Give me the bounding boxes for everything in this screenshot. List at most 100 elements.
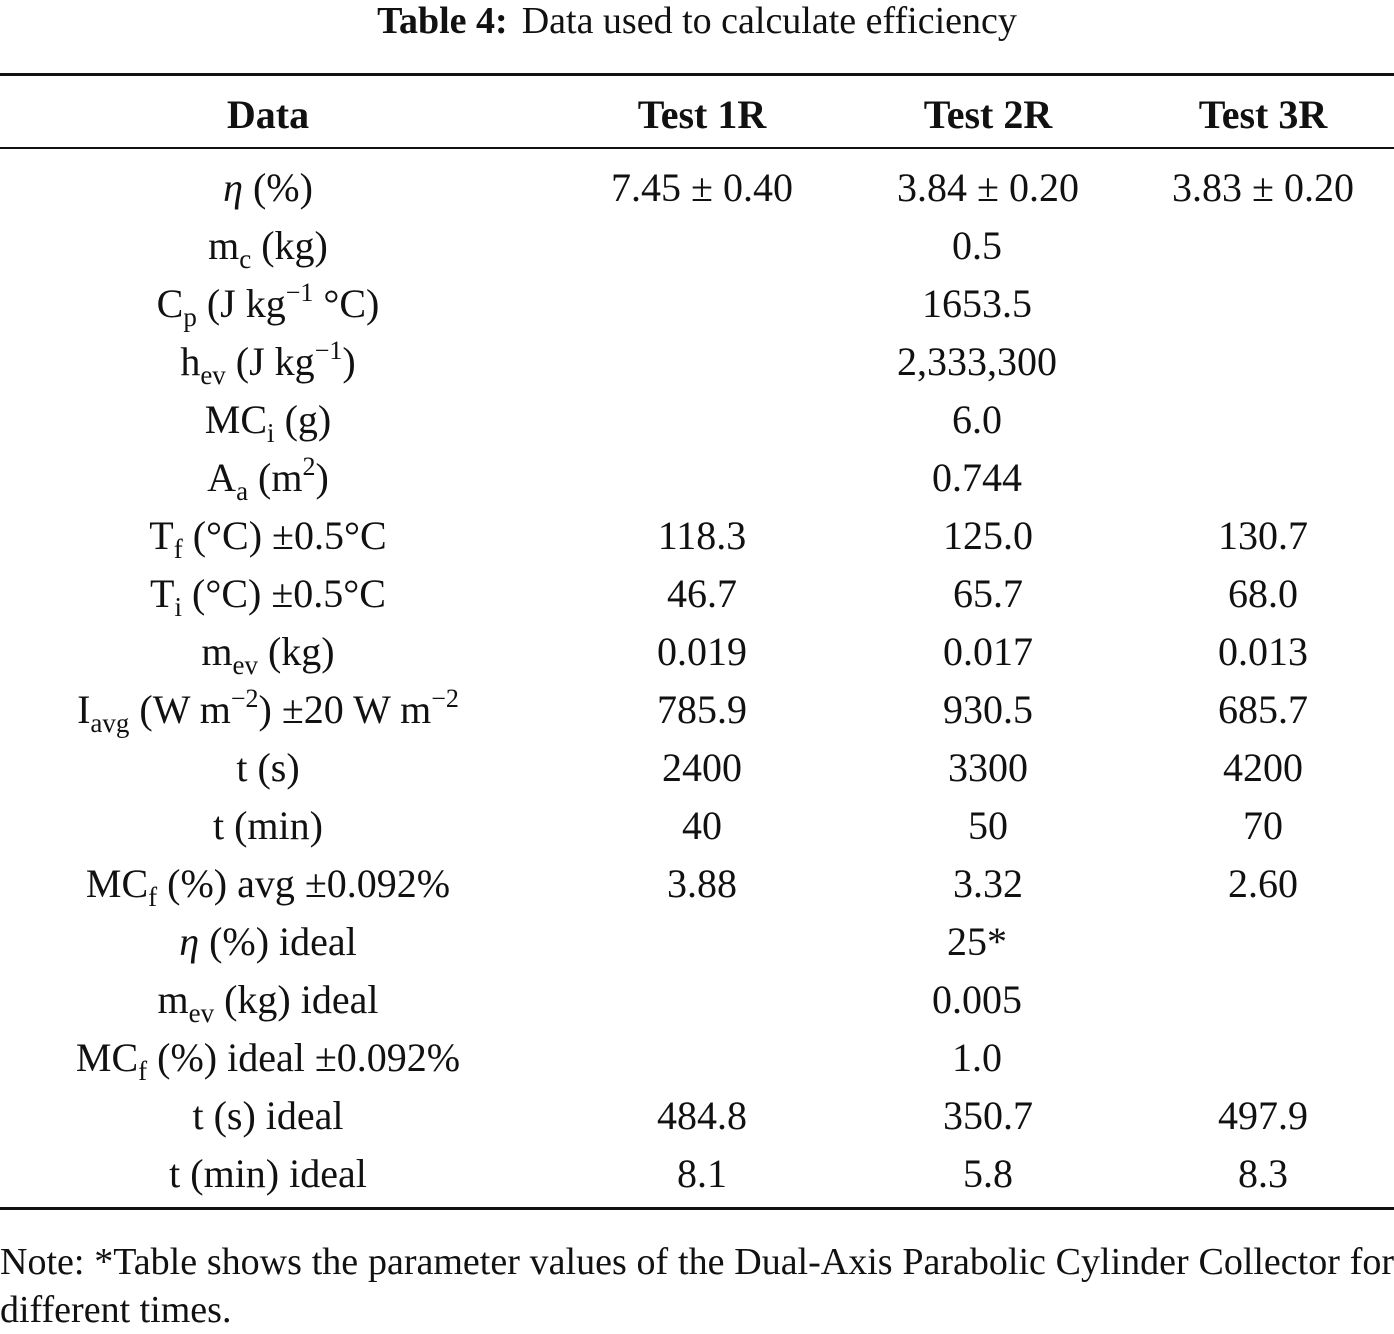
row-label: mev (kg) [0, 623, 536, 681]
cell-test-2r: 3.32 [953, 861, 1023, 906]
table-row: hev (J kg−1) 2,333,300 [0, 333, 1394, 391]
superscript: −1 [314, 336, 343, 365]
row-label: t (min) [213, 803, 323, 848]
row-label: η (%) ideal [0, 913, 536, 971]
table-row: t (s) 2400 3300 4200 [0, 739, 1394, 797]
table-row: MCf (%) avg ±0.092% 3.88 3.32 2.60 [0, 855, 1394, 913]
cell-test-3r: 0.013 [1218, 629, 1308, 674]
unit: (%) [242, 165, 313, 210]
table-row: η (%) 7.45 ± 0.40 3.84 ± 0.20 3.83 ± 0.2… [0, 159, 1394, 217]
cell-test-2r: 3.84 ± 0.20 [897, 165, 1079, 210]
subscript: a [236, 476, 249, 506]
table-row: mev (kg) ideal 0.005 [0, 971, 1394, 1029]
row-label: t (s) ideal [192, 1093, 344, 1138]
unit: (%) ideal ±0.092% [147, 1035, 461, 1080]
cell-test-1r: 2400 [662, 745, 742, 790]
header-rule [0, 147, 1394, 149]
subscript: ev [200, 360, 226, 390]
table-row: t (s) ideal 484.8 350.7 497.9 [0, 1087, 1394, 1145]
cell-test-1r: 40 [682, 803, 722, 848]
row-label: η (%) [0, 159, 536, 217]
subscript: i [174, 592, 182, 622]
table-row: Tf (°C) ±0.5°C 118.3 125.0 130.7 [0, 507, 1394, 565]
row-label: Aa (m2) [0, 449, 536, 507]
header-test-3r: Test 3R [1198, 92, 1328, 137]
header-test-2r: Test 2R [923, 92, 1053, 137]
table-row: Iavg (W m−2) ±20 W m−2 785.9 930.5 685.7 [0, 681, 1394, 739]
unit: (kg) [257, 629, 335, 674]
cell-test-3r: 2.60 [1228, 861, 1298, 906]
cell-test-2r: 50 [968, 803, 1008, 848]
row-label: hev (J kg−1) [0, 333, 536, 391]
bottom-rule [0, 1207, 1394, 1210]
table-row: η (%) ideal 25* [0, 913, 1394, 971]
row-label: MCi (g) [0, 391, 536, 449]
cell-test-2r: 65.7 [953, 571, 1023, 616]
unit: ) [315, 455, 329, 500]
cell-test-1r: 118.3 [657, 513, 747, 558]
unit: (J kg [225, 339, 315, 384]
symbol: m [157, 977, 189, 1022]
table-row: Aa (m2) 0.744 [0, 449, 1394, 507]
cell-test-3r: 497.9 [1218, 1093, 1308, 1138]
symbol: η [223, 165, 243, 210]
subscript: ev [188, 998, 215, 1028]
cell-test-1r: 785.9 [657, 687, 747, 732]
unit: (g) [274, 397, 332, 442]
cell-shared-value: 6.0 [952, 397, 1002, 442]
table-caption-text: Data used to calculate efficiency [521, 0, 1017, 42]
cell-test-3r: 4200 [1223, 745, 1303, 790]
cell-test-3r: 685.7 [1218, 687, 1308, 732]
unit: (m [248, 455, 303, 500]
unit: (%) ideal [199, 919, 357, 964]
subscript: f [173, 534, 183, 564]
unit: (°C) ±0.5°C [182, 513, 387, 558]
symbol: MC [204, 397, 268, 442]
symbol: I [77, 687, 91, 732]
symbol: C [156, 281, 184, 326]
cell-shared-value: 0.744 [932, 455, 1022, 500]
top-rule [0, 73, 1394, 76]
cell-shared-value: 0.005 [932, 977, 1022, 1022]
cell-test-1r: 7.45 ± 0.40 [611, 165, 793, 210]
symbol: MC [85, 861, 149, 906]
row-label: Cp (J kg−1 °C) [0, 275, 536, 333]
unit: ) [342, 339, 356, 384]
cell-test-3r: 68.0 [1228, 571, 1298, 616]
superscript: −2 [431, 684, 459, 713]
subscript: c [239, 244, 252, 274]
cell-shared-value: 0.5 [952, 223, 1002, 268]
table-row: MCf (%) ideal ±0.092% 1.0 [0, 1029, 1394, 1087]
unit: (kg) [251, 223, 328, 268]
table-row: mev (kg) 0.019 0.017 0.013 [0, 623, 1394, 681]
symbol: A [207, 455, 237, 500]
symbol: η [179, 919, 200, 964]
symbol: h [180, 339, 201, 384]
row-label: Tf (°C) ±0.5°C [0, 507, 536, 565]
symbol: m [201, 629, 233, 674]
cell-test-2r: 0.017 [943, 629, 1033, 674]
table-caption-label: Table 4: [377, 0, 508, 42]
unit: (W m [129, 687, 231, 732]
subscript: avg [90, 708, 130, 738]
unit: (°C) ±0.5°C [182, 571, 386, 616]
symbol: MC [75, 1035, 139, 1080]
unit: (J kg [196, 281, 286, 326]
cell-test-1r: 3.88 [667, 861, 737, 906]
symbol: m [208, 223, 240, 268]
row-label: mev (kg) ideal [0, 971, 536, 1029]
cell-test-3r: 8.3 [1238, 1151, 1288, 1196]
cell-test-2r: 3300 [948, 745, 1028, 790]
table-row: MCi (g) 6.0 [0, 391, 1394, 449]
cell-shared-value: 1.0 [952, 1035, 1002, 1080]
superscript: 2 [302, 452, 316, 481]
table-row: t (min) ideal 8.1 5.8 8.3 [0, 1145, 1394, 1203]
header-test-1r: Test 1R [637, 92, 767, 137]
cell-shared-value: 25* [947, 919, 1007, 964]
superscript: −1 [285, 278, 314, 307]
table-row: mc (kg) 0.5 [0, 217, 1394, 275]
cell-test-1r: 0.019 [657, 629, 747, 674]
row-label: MCf (%) avg ±0.092% [0, 855, 536, 913]
unit: °C) [313, 281, 380, 326]
cell-test-2r: 125.0 [943, 513, 1033, 558]
